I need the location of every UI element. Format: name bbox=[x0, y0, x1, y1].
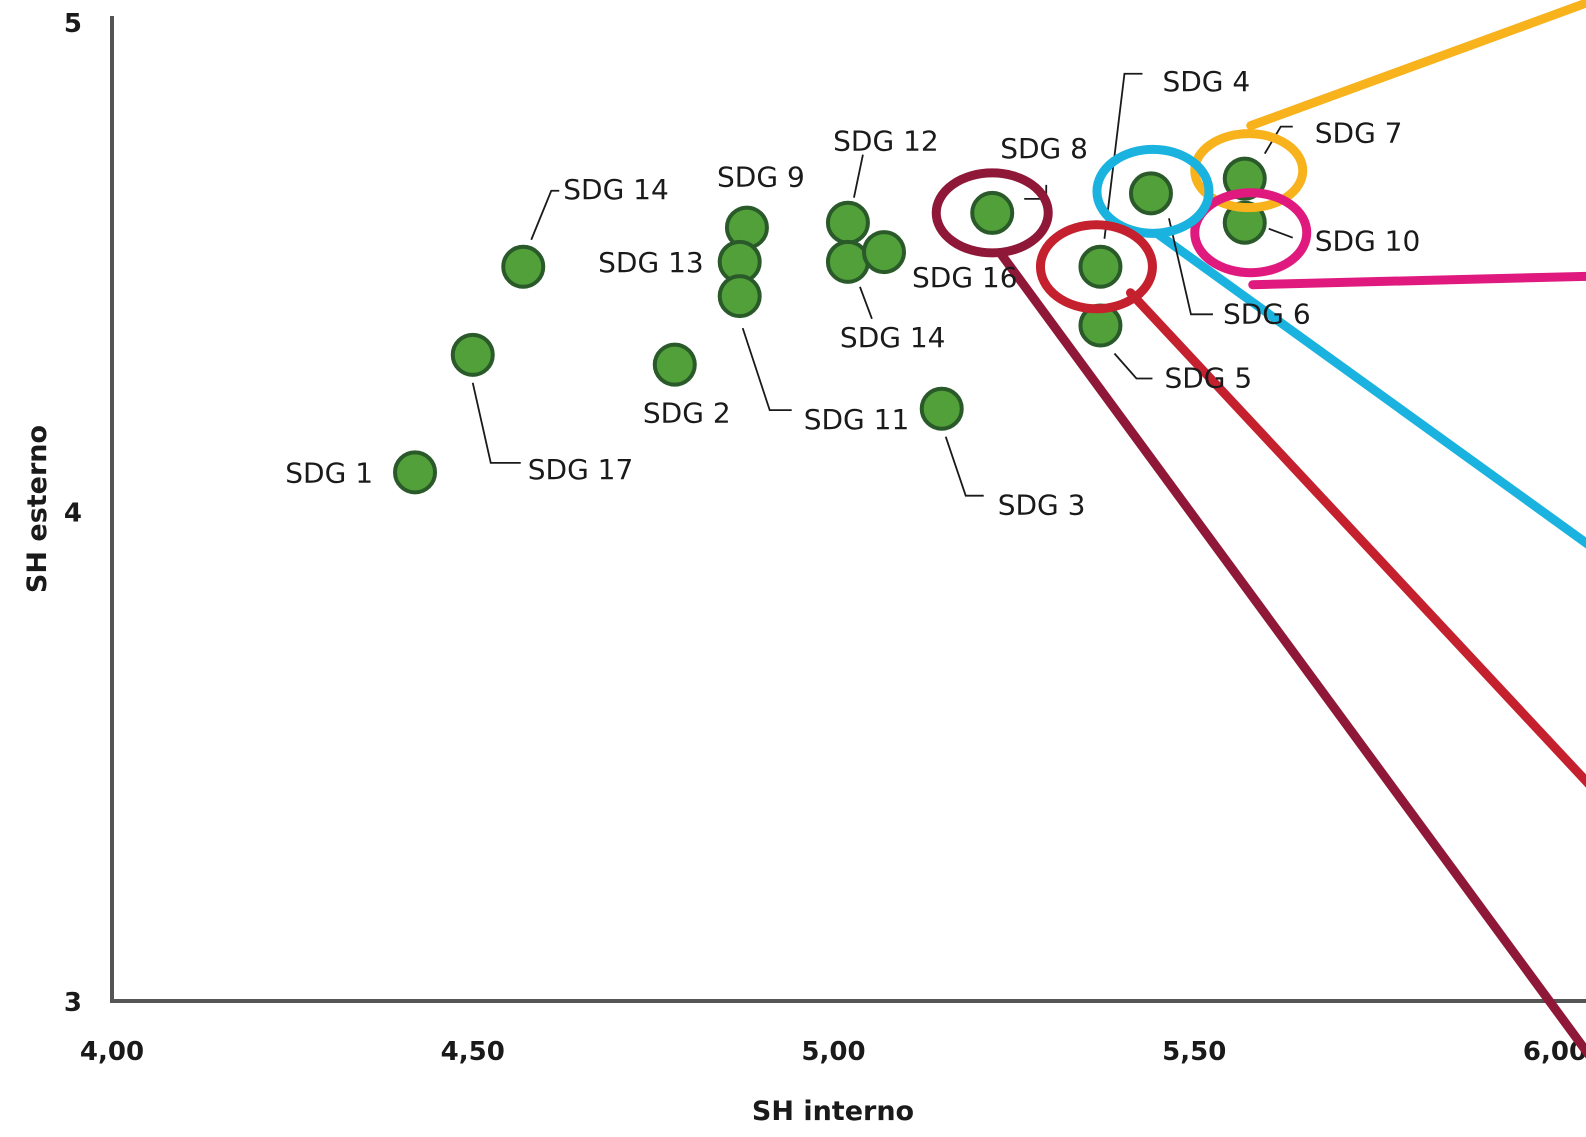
scatter-point-sdg-8 bbox=[970, 190, 1015, 235]
label-leader-line bbox=[1113, 352, 1153, 380]
highlight-ring-sdg-7 bbox=[1190, 129, 1308, 213]
highlight-ring-sdg-6 bbox=[1092, 144, 1214, 238]
label-leader-line bbox=[1103, 72, 1143, 239]
callout-line-sdg-7 bbox=[1246, 0, 1586, 131]
point-label-sdg-7: SDG 7 bbox=[1315, 117, 1403, 150]
scatter-point-sdg-3 bbox=[919, 386, 964, 431]
y-tick-label: 3 bbox=[64, 988, 82, 1018]
y-tick-label: 4 bbox=[64, 499, 82, 529]
callout-line-sdg-10 bbox=[1248, 271, 1586, 290]
x-axis-title: SH interno bbox=[752, 1096, 914, 1127]
highlight-rings bbox=[931, 129, 1312, 314]
point-label-sdg-4: SDG 4 bbox=[1162, 65, 1250, 98]
callout-line-sdg-6 bbox=[1152, 228, 1586, 549]
highlight-callout-lines bbox=[995, 0, 1586, 1059]
label-leader-line bbox=[530, 189, 560, 241]
label-leader-line bbox=[944, 436, 984, 497]
label-leader-line bbox=[859, 286, 873, 320]
point-label-sdg-2: SDG 2 bbox=[643, 397, 731, 430]
callout-line-sdg-8 bbox=[995, 248, 1586, 1059]
axes bbox=[110, 16, 1586, 1003]
x-tick-label: 5,00 bbox=[801, 1037, 865, 1067]
point-label-sdg-17: SDG 17 bbox=[528, 453, 634, 486]
scatter-point-sdg-16 bbox=[862, 230, 907, 275]
point-label-sdg-10: SDG 10 bbox=[1315, 225, 1421, 258]
point-label-sdg-11: SDG 11 bbox=[804, 403, 910, 436]
scatter-point-sdg-1 bbox=[393, 450, 438, 495]
data-points bbox=[393, 156, 1267, 495]
highlight-ring-sdg-8 bbox=[931, 168, 1053, 258]
label-leader-line bbox=[1268, 227, 1294, 239]
highlight-ring-sdg-10 bbox=[1190, 188, 1312, 278]
point-label-sdg-13: SDG 13 bbox=[598, 246, 704, 279]
x-tick-label: 4,50 bbox=[441, 1037, 505, 1067]
x-tick-label: 5,50 bbox=[1162, 1037, 1226, 1067]
scatter-point-sdg-17 bbox=[450, 332, 495, 377]
scatter-point-sdg-2 bbox=[652, 342, 697, 387]
scatter-point-sdg-11 bbox=[717, 274, 762, 319]
y-axis-title: SH esterno bbox=[22, 425, 53, 593]
label-leader-line bbox=[471, 382, 521, 464]
point-label-sdg-16: SDG 16 bbox=[912, 261, 1018, 294]
point-label-sdg-6: SDG 6 bbox=[1223, 297, 1311, 330]
highlight-ring-sdg-4 bbox=[1035, 220, 1157, 314]
y-tick-label: 5 bbox=[64, 9, 82, 39]
scatter-point-sdg-12 bbox=[825, 200, 870, 245]
point-label-sdg-1: SDG 1 bbox=[285, 456, 373, 489]
label-leader-line bbox=[853, 154, 864, 198]
point-labels: SDG 1 SDG 17 SDG 14 SDG 2 SDG 9 SDG 13 SDG 11 S… bbox=[285, 65, 1420, 522]
point-label-sdg-12: SDG 12 bbox=[833, 125, 939, 158]
point-label-sdg-3: SDG 3 bbox=[998, 489, 1086, 522]
scatter-point-sdg-4 bbox=[1078, 244, 1123, 289]
label-leader-line bbox=[741, 327, 792, 412]
point-label-sdg-14: SDG 14 bbox=[563, 173, 669, 206]
scatter-point-sdg-14 bbox=[501, 244, 546, 289]
scatter-point-sdg-10 bbox=[1222, 200, 1267, 245]
callout-line-sdg-4 bbox=[1125, 288, 1586, 788]
scatter-point-sdg-6 bbox=[1128, 171, 1173, 216]
point-label-sdg-8: SDG 8 bbox=[1000, 132, 1088, 165]
point-label-sdg-14: SDG 14 bbox=[840, 321, 946, 354]
point-label-sdg-5: SDG 5 bbox=[1164, 361, 1252, 394]
scatter-point-sdg-14 bbox=[825, 239, 870, 284]
x-tick-label: 4,00 bbox=[80, 1037, 144, 1067]
point-label-sdg-9: SDG 9 bbox=[717, 161, 805, 194]
label-leader-line bbox=[1168, 218, 1213, 316]
label-leader-line bbox=[1263, 125, 1293, 155]
